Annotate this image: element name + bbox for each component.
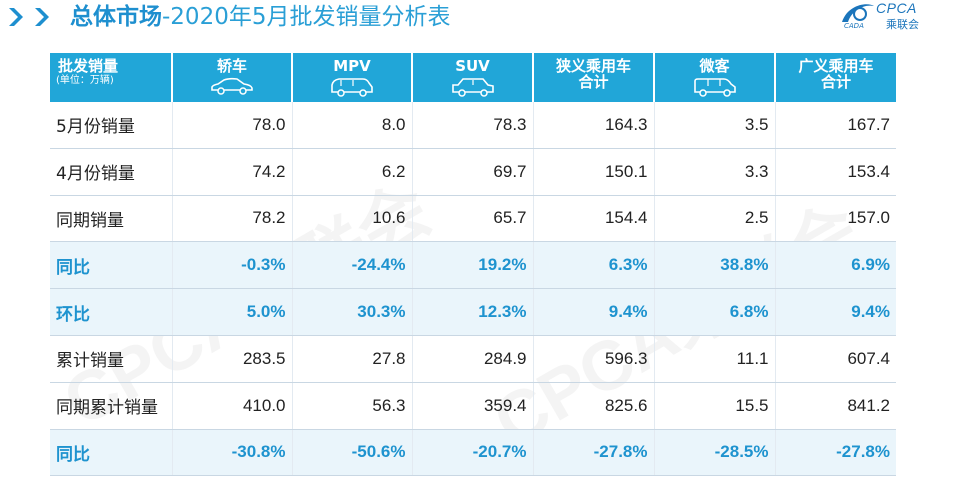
table-cell: 9.4% <box>533 288 655 336</box>
table-cell: 78.0 <box>172 102 293 149</box>
table-row: 累计销量 283.5 27.8 284.9 596.3 11.1 607.4 <box>50 335 896 383</box>
column-header-label: SUV <box>455 57 490 75</box>
page-title-rest: -2020年5月批发销量分析表 <box>162 4 451 30</box>
row-label: 同比 <box>50 241 173 290</box>
logo-subtext: 乘联会 <box>886 18 919 31</box>
column-header-label-2: 合计 <box>820 73 851 91</box>
column-header-label: 狭义乘用车 <box>555 57 631 75</box>
row-label: 同比 <box>50 429 173 477</box>
column-header-broad-total: 广义乘用车 合计 <box>775 53 896 102</box>
table-cell: -28.5% <box>654 429 776 477</box>
table-row: 5月份销量 78.0 8.0 78.3 164.3 3.5 167.7 <box>50 102 896 149</box>
column-header-label: 轿车 <box>216 57 247 75</box>
table-cell: 6.9% <box>775 241 896 290</box>
table-cell: 38.8% <box>654 241 776 290</box>
table-cell: 15.5 <box>654 382 776 430</box>
column-header-label: MPV <box>333 57 371 75</box>
column-header-label: 微客 <box>699 57 730 75</box>
title-bar: 总体市场-2020年5月批发销量分析表 CPCA 乘联会 CADA <box>0 0 955 34</box>
table-cell: 56.3 <box>292 382 413 430</box>
table-row-percent: 同比 -0.3% -24.4% 19.2% 6.3% 38.8% 6.9% <box>50 241 896 290</box>
table-cell: 27.8 <box>292 335 413 383</box>
corner-unit: (单位：万辆) <box>56 75 114 86</box>
table-cell: 10.6 <box>292 195 413 243</box>
table-cell: 11.1 <box>654 335 776 383</box>
header-corner: 批发销量 (单位：万辆) <box>50 53 173 102</box>
table-cell: 69.7 <box>412 148 534 196</box>
table-row: 同期销量 78.2 10.6 65.7 154.4 2.5 157.0 <box>50 195 896 243</box>
table-cell: -27.8% <box>533 429 655 477</box>
table-row-percent: 同比 -30.8% -50.6% -20.7% -27.8% -28.5% -27.8% <box>50 429 896 477</box>
table-cell: 5.0% <box>172 288 293 336</box>
table-cell: 157.0 <box>775 195 896 243</box>
column-header-minivan: 微客 <box>654 53 776 102</box>
table-cell: 9.4% <box>775 288 896 336</box>
sedan-icon <box>211 77 253 95</box>
logo-small-text: CADA <box>844 22 864 30</box>
table-cell: 12.3% <box>412 288 534 336</box>
cpca-logo: CPCA 乘联会 CADA <box>838 0 948 34</box>
table-cell: 74.2 <box>172 148 293 196</box>
table-cell: 3.3 <box>654 148 776 196</box>
table-cell: -27.8% <box>775 429 896 477</box>
table-cell: 153.4 <box>775 148 896 196</box>
column-header-label-2: 合计 <box>578 73 609 91</box>
table-cell: 6.2 <box>292 148 413 196</box>
logo-text: CPCA <box>876 0 917 16</box>
table-cell: 154.4 <box>533 195 655 243</box>
table-cell: 2.5 <box>654 195 776 243</box>
table-header-row: 批发销量 (单位：万辆) 轿车 MPV <box>50 53 896 102</box>
page-title-bold: 总体市场 <box>70 4 162 30</box>
table-row-percent: 环比 5.0% 30.3% 12.3% 9.4% 6.8% 9.4% <box>50 288 896 336</box>
table-row: 同期累计销量 410.0 56.3 359.4 825.6 15.5 841.2 <box>50 382 896 430</box>
row-label: 5月份销量 <box>50 102 173 149</box>
table-cell: 8.0 <box>292 102 413 149</box>
table-cell: 6.8% <box>654 288 776 336</box>
table-cell: 150.1 <box>533 148 655 196</box>
row-label: 同期销量 <box>50 195 173 243</box>
page-title: 总体市场-2020年5月批发销量分析表 <box>70 3 450 31</box>
minivan-icon <box>693 78 736 97</box>
table-cell: -20.7% <box>412 429 534 477</box>
suv-icon <box>451 78 494 97</box>
table-row: 4月份销量 74.2 6.2 69.7 150.1 3.3 153.4 <box>50 148 896 196</box>
row-label: 环比 <box>50 288 173 336</box>
sales-table: 批发销量 (单位：万辆) 轿车 MPV <box>50 53 896 477</box>
table-cell: 410.0 <box>172 382 293 430</box>
table-cell: 30.3% <box>292 288 413 336</box>
table-cell: 167.7 <box>775 102 896 149</box>
logo-swoosh-icon <box>842 4 874 22</box>
mpv-icon <box>331 78 373 97</box>
corner-label: 批发销量 <box>58 57 119 75</box>
column-header-narrow-total: 狭义乘用车 合计 <box>533 53 655 102</box>
table-cell: 78.3 <box>412 102 534 149</box>
table-cell: 19.2% <box>412 241 534 290</box>
table-cell: -0.3% <box>172 241 293 290</box>
table-cell: 825.6 <box>533 382 655 430</box>
row-label: 同期累计销量 <box>50 382 173 430</box>
table-cell: 65.7 <box>412 195 534 243</box>
column-header-sedan: 轿车 <box>172 53 293 102</box>
column-header-label: 广义乘用车 <box>798 57 874 75</box>
row-label: 累计销量 <box>50 335 173 383</box>
table-cell: 78.2 <box>172 195 293 243</box>
column-header-mpv: MPV <box>292 53 413 102</box>
table-cell: 607.4 <box>775 335 896 383</box>
table-cell: 359.4 <box>412 382 534 430</box>
table-cell: 6.3% <box>533 241 655 290</box>
column-header-suv: SUV <box>412 53 534 102</box>
table-cell: 841.2 <box>775 382 896 430</box>
table-cell: 284.9 <box>412 335 534 383</box>
table-cell: 596.3 <box>533 335 655 383</box>
table-cell: 283.5 <box>172 335 293 383</box>
table-cell: 164.3 <box>533 102 655 149</box>
table-cell: -50.6% <box>292 429 413 477</box>
table-cell: -24.4% <box>292 241 413 290</box>
row-label: 4月份销量 <box>50 148 173 196</box>
table-cell: 3.5 <box>654 102 776 149</box>
table-cell: -30.8% <box>172 429 293 477</box>
